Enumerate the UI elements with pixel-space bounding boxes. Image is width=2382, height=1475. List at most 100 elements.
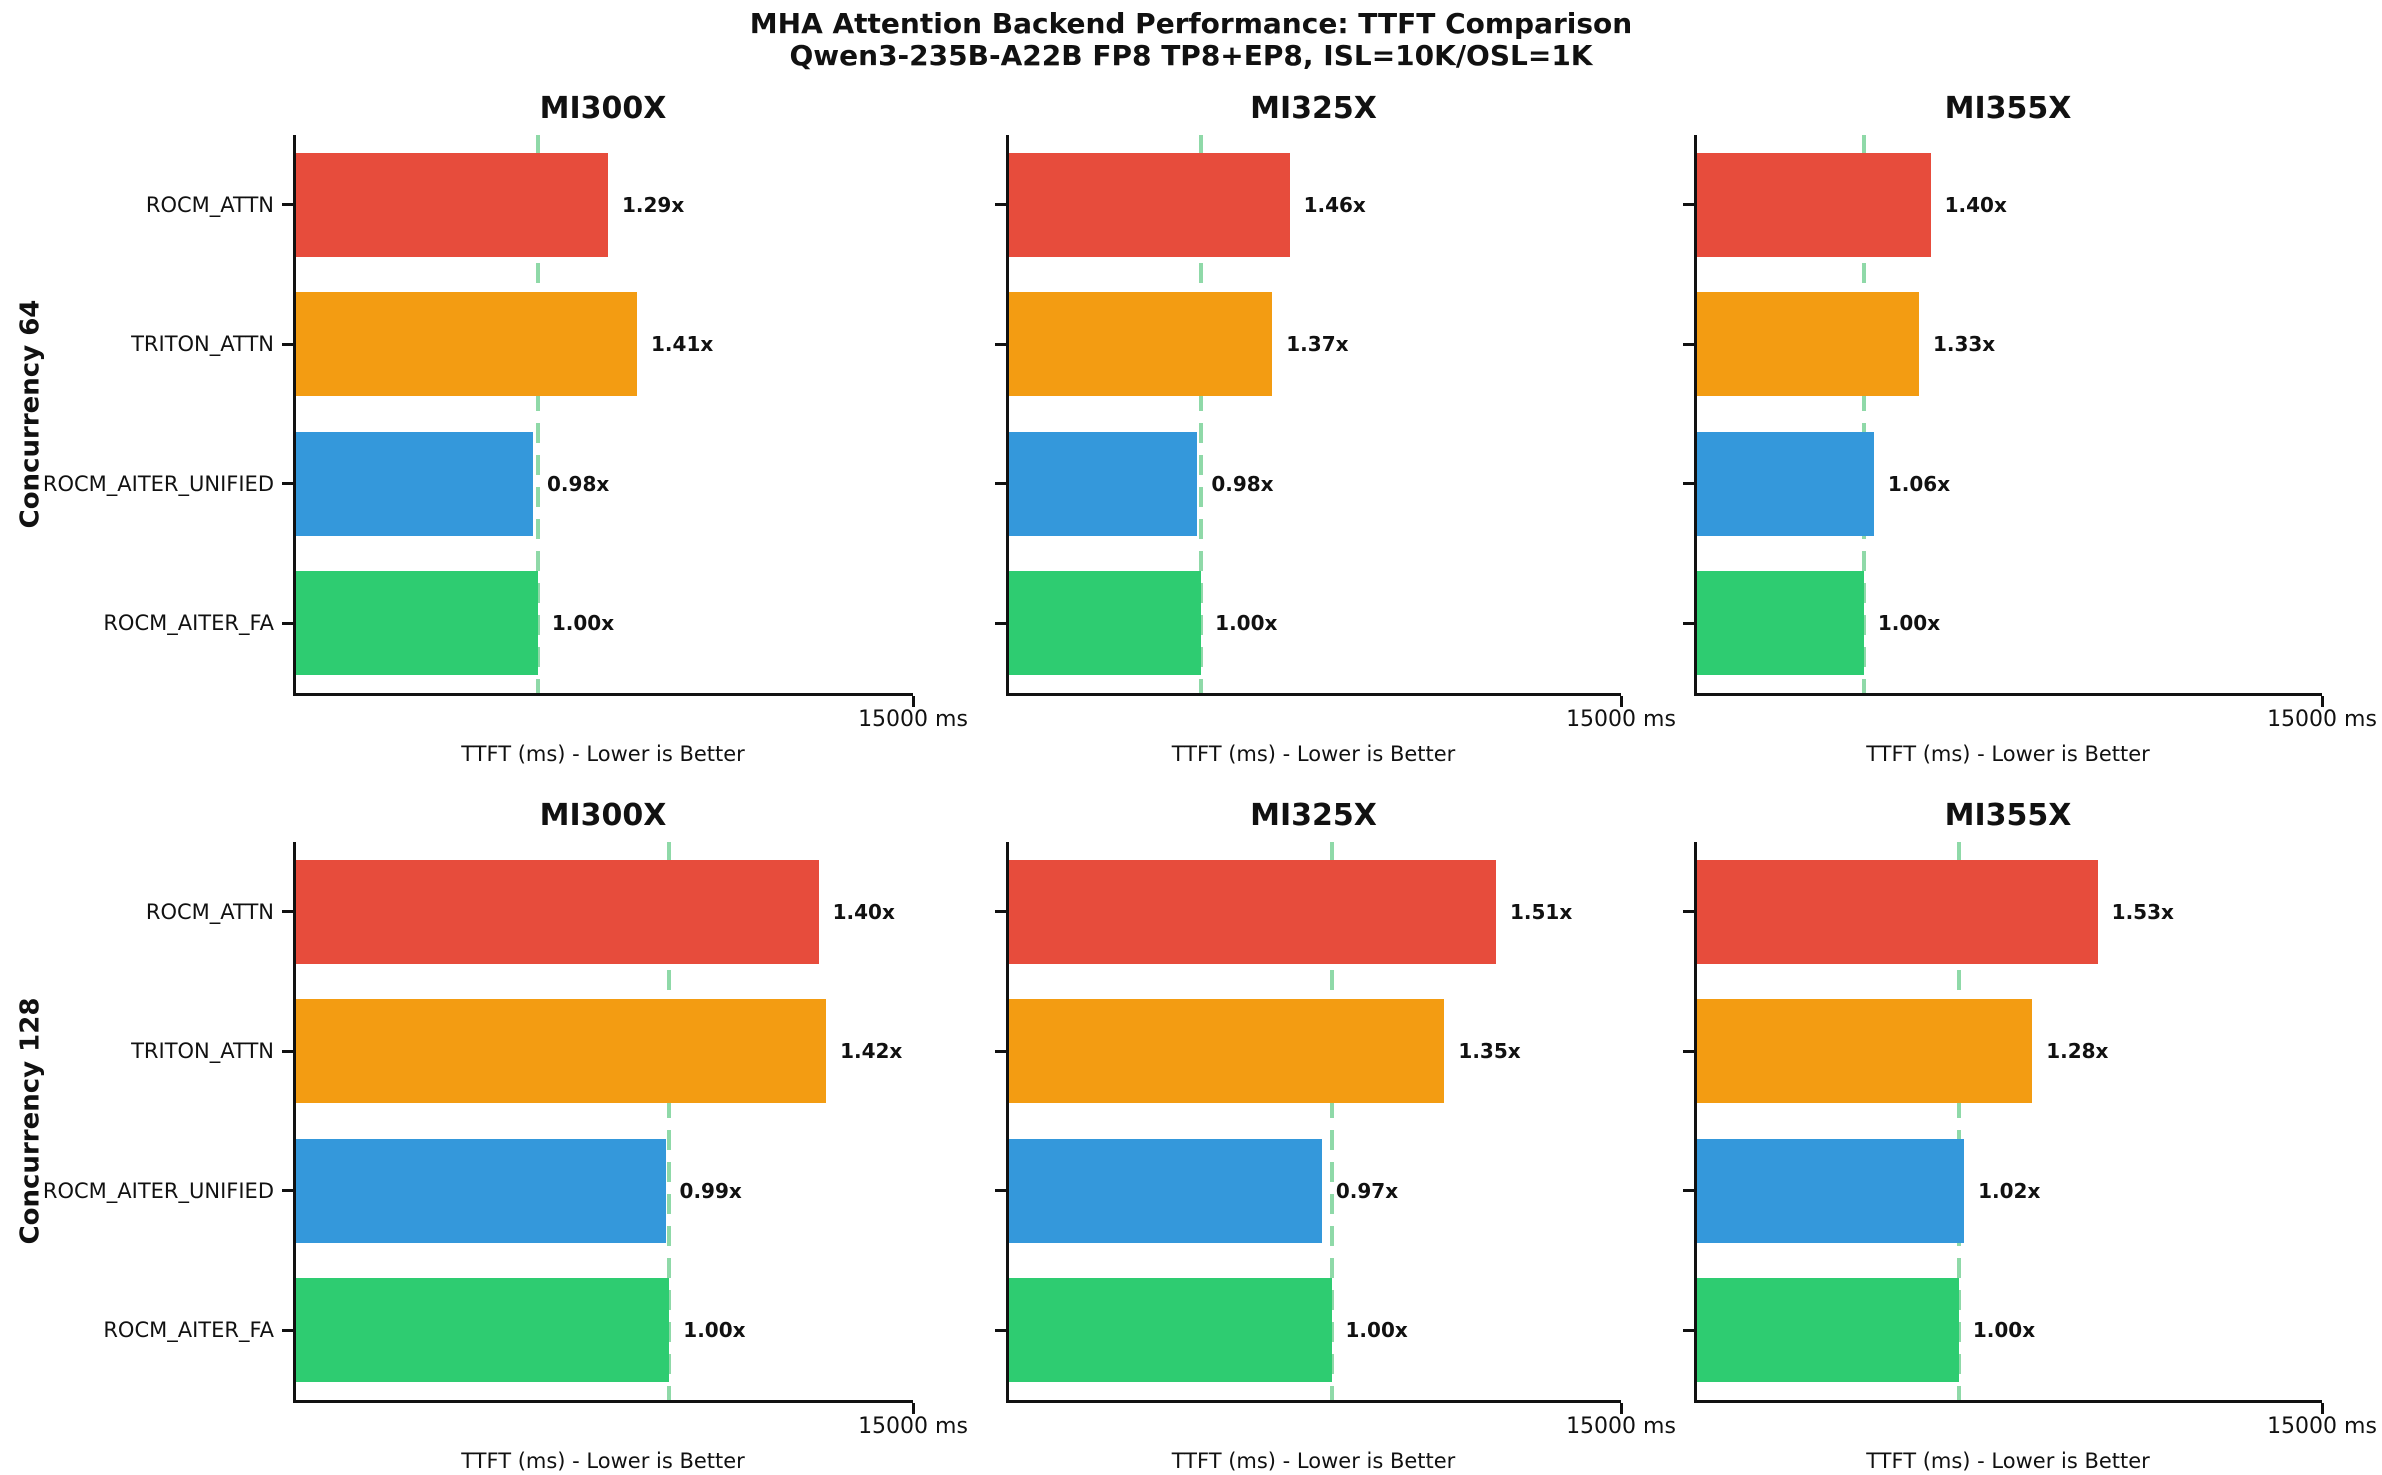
subplot-title: MI325X (1250, 798, 1377, 833)
baseline-reference-line (667, 842, 672, 1400)
bar-triton_attn (1009, 999, 1445, 1104)
x-axis-max-tick-label: 15000 ms (2267, 1414, 2377, 1439)
y-axis-tick (1683, 203, 1694, 207)
bar-triton_attn (1697, 292, 1919, 397)
y-axis-tick (995, 1049, 1006, 1053)
y-axis-tick (995, 342, 1006, 346)
y-axis-tick (282, 621, 293, 625)
bar-rocm_attn (296, 152, 608, 257)
y-axis-tick (995, 910, 1006, 914)
speedup-label: 1.40x (832, 899, 895, 924)
plot-area: 1.51x 1.35x 0.97x 1.00x (995, 842, 1623, 1414)
plot-area: 1.29x ROCM_ATTN 1.41x TRITON_ATTN 0.98x ROCM_… (43, 135, 915, 707)
speedup-label: 1.37x (1286, 332, 1349, 357)
speedup-label: 1.46x (1303, 192, 1366, 217)
subplot-title: MI300X (539, 798, 667, 833)
speedup-label: 0.97x (1335, 1178, 1399, 1203)
bar-rocm_aiter_unified (296, 1138, 666, 1243)
bar-rocm_attn (1697, 859, 2098, 964)
speedup-label: 1.00x (683, 1318, 746, 1343)
bar-rocm_attn (296, 859, 819, 964)
speedup-label: 1.51x (1510, 899, 1573, 924)
x-axis-max-tick-label: 15000 ms (2267, 707, 2377, 732)
x-axis-label: TTFT (ms) - Lower is Better (1171, 742, 1456, 766)
subplot-mi325x-row2: MI325X 1.51x 1.35x 0.97x 1.00x 15000 ms TTFT (… (995, 798, 1676, 1475)
speedup-label: 1.00x (1877, 611, 1941, 636)
x-axis-max-tick-label: 15000 ms (858, 707, 968, 732)
speedup-label: 0.99x (679, 1178, 742, 1203)
bar-rocm_aiter_fa (296, 1278, 670, 1383)
x-axis-max-tick (1620, 1403, 1623, 1414)
speedup-label: 1.42x (840, 1039, 903, 1064)
y-axis-tick (282, 342, 293, 346)
bar-rocm_aiter_unified (1697, 1138, 1965, 1243)
y-axis-tick (282, 482, 293, 486)
subplot-title: MI300X (539, 91, 667, 126)
speedup-label: 1.29x (622, 192, 685, 217)
x-axis-max-tick (1620, 696, 1623, 707)
speedup-label: 1.06x (1887, 471, 1951, 496)
baseline-reference-line (1861, 135, 1866, 693)
bar-rocm_aiter_fa (1009, 1278, 1332, 1383)
plot-area: 1.46x 1.37x 0.98x 1.00x (995, 135, 1623, 707)
y-axis-tick (282, 1049, 293, 1053)
baseline-reference-line (535, 135, 540, 693)
speedup-label: 1.02x (1978, 1178, 2041, 1203)
bar-rocm_aiter_unified (296, 431, 534, 536)
x-axis-label: TTFT (ms) - Lower is Better (461, 1449, 745, 1473)
y-axis-tick (1683, 910, 1694, 914)
bar-rocm_aiter_fa (296, 571, 538, 676)
row-label-text: Concurrency 128 (15, 997, 46, 1245)
subplot-mi355x-row1: MI355X 1.40x 1.33x 1.06x 1.00x 15000 ms TTFT (… (1683, 91, 2377, 783)
y-axis-tick (1683, 621, 1694, 625)
category-label-triton_attn: TRITON_ATTN (131, 332, 274, 357)
bar-triton_attn (296, 999, 827, 1104)
speedup-label: 1.53x (2111, 899, 2174, 924)
bar-rocm_aiter_unified (1697, 431, 1874, 536)
bar-rocm_aiter_fa (1009, 571, 1202, 676)
speedup-label: 1.00x (1345, 1318, 1408, 1343)
subplot-mi300x-row1: MI300X 1.29x ROCM_ATTN 1.41x TRITON_ATTN 0.98… (43, 91, 968, 783)
x-axis-label: TTFT (ms) - Lower is Better (1171, 1449, 1456, 1473)
bar-rocm_attn (1009, 152, 1290, 257)
plot-area: 1.53x 1.28x 1.02x 1.00x (1683, 842, 2324, 1414)
subplot-title: MI325X (1250, 91, 1377, 126)
y-axis-tick (1683, 342, 1694, 346)
bar-rocm_aiter_fa (1697, 1278, 1959, 1383)
x-axis-max-tick (912, 1403, 915, 1414)
y-axis-tick (1683, 1189, 1694, 1193)
bar-triton_attn (1697, 999, 2033, 1104)
bar-rocm_attn (1697, 152, 1931, 257)
speedup-label: 1.00x (1215, 611, 1278, 636)
speedup-label: 1.40x (1944, 192, 2007, 217)
y-axis-tick (282, 203, 293, 207)
subplot-title: MI355X (1944, 91, 2072, 126)
y-axis-tick (1683, 482, 1694, 486)
baseline-reference-line (1956, 842, 1961, 1400)
figure-title: MHA Attention Backend Performance: TTFT … (0, 8, 2382, 72)
category-label-rocm_aiter_unified: ROCM_AITER_UNIFIED (42, 471, 274, 496)
speedup-label: 1.35x (1458, 1039, 1521, 1064)
y-axis-tick (282, 1189, 293, 1193)
x-axis-label: TTFT (ms) - Lower is Better (461, 742, 745, 766)
speedup-label: 0.98x (547, 471, 610, 496)
y-axis-tick (995, 203, 1006, 207)
x-axis-max-tick-label: 15000 ms (1566, 1414, 1676, 1439)
x-axis-max-tick (2321, 1403, 2324, 1414)
x-axis-max-tick (2321, 696, 2324, 707)
speedup-label: 1.33x (1932, 332, 1996, 357)
x-axis-max-tick (912, 696, 915, 707)
y-axis-tick (282, 1328, 293, 1332)
figure-title-line1: MHA Attention Backend Performance: TTFT … (749, 7, 1633, 40)
category-label-rocm_aiter_fa: ROCM_AITER_FA (103, 1318, 274, 1343)
y-axis-tick (995, 621, 1006, 625)
y-axis-tick (282, 910, 293, 914)
category-label-rocm_attn: ROCM_ATTN (145, 899, 274, 924)
category-label-rocm_aiter_fa: ROCM_AITER_FA (103, 611, 274, 636)
bar-rocm_attn (1009, 859, 1496, 964)
speedup-label: 1.41x (651, 332, 714, 357)
x-axis-max-tick-label: 15000 ms (1566, 707, 1676, 732)
x-axis-label: TTFT (ms) - Lower is Better (1866, 742, 2150, 766)
x-axis-label: TTFT (ms) - Lower is Better (1866, 1449, 2150, 1473)
